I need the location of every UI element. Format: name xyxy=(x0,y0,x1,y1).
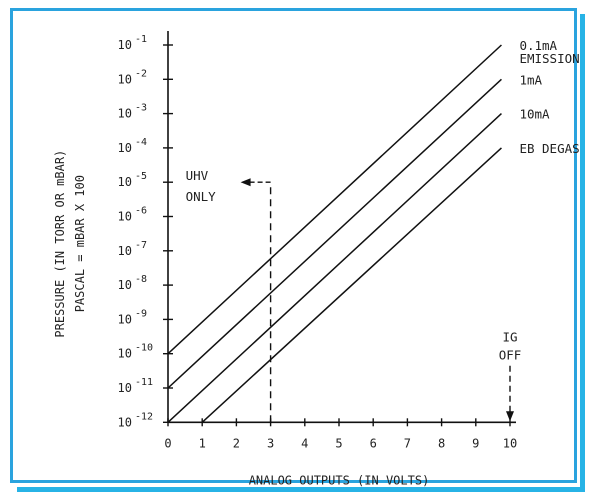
x-tick-label: 9 xyxy=(472,436,479,450)
series-label-0: 0.1mA xyxy=(519,38,557,53)
y-tick-label-exponent: -10 xyxy=(135,343,153,354)
y-tick-label-base: 10 xyxy=(118,347,132,361)
y-tick-label-base: 10 xyxy=(118,312,132,326)
y-tick-label-exponent: -11 xyxy=(135,377,153,388)
series-line-1 xyxy=(167,78,502,389)
y-tick-label-exponent: -9 xyxy=(135,308,147,319)
y-tick-label-base: 10 xyxy=(118,107,132,121)
y-tick-label-base: 10 xyxy=(118,141,132,155)
y-tick-label-base: 10 xyxy=(118,38,132,52)
y-tick-label-exponent: -1 xyxy=(135,34,147,45)
x-tick-label: 8 xyxy=(438,436,445,450)
frame-shadow-bottom xyxy=(17,487,583,492)
x-tick-label: 10 xyxy=(503,436,517,450)
frame-shadow-right xyxy=(580,14,585,492)
ig-off-arrow-head xyxy=(506,411,514,422)
series-line-0 xyxy=(167,44,502,355)
ig-off-label: OFF xyxy=(499,348,522,363)
series-label-2: 10mA xyxy=(519,107,550,122)
y-axis-title: PRESSURE (IN TORR OR mBAR) xyxy=(53,150,67,338)
x-tick-label: 6 xyxy=(370,436,377,450)
y-tick-label-exponent: -6 xyxy=(135,206,147,217)
x-axis-title: ANALOG OUTPUTS (IN VOLTS) xyxy=(249,473,430,487)
y-tick-label-base: 10 xyxy=(118,175,132,189)
y-tick-label-exponent: -3 xyxy=(135,103,147,114)
uhv-arrow-head xyxy=(240,178,251,187)
y-tick-label-exponent: -7 xyxy=(135,240,147,251)
y-tick-label-exponent: -8 xyxy=(135,274,147,285)
y-tick-label-base: 10 xyxy=(118,381,132,395)
y-tick-label-exponent: -5 xyxy=(135,171,147,182)
ig-off-label: IG xyxy=(502,330,517,345)
series-line-3 xyxy=(201,147,502,423)
chart-frame xyxy=(10,8,577,483)
uhv-label: UHV xyxy=(186,168,209,183)
y-tick-label-base: 10 xyxy=(118,72,132,86)
x-tick-label: 0 xyxy=(164,436,171,450)
y-tick-label-base: 10 xyxy=(118,244,132,258)
series-label-0: EMISSION xyxy=(519,51,579,66)
y-tick-label-exponent: -2 xyxy=(135,68,147,79)
x-tick-label: 5 xyxy=(335,436,342,450)
y-tick-label-base: 10 xyxy=(118,210,132,224)
series-label-3: EB DEGAS xyxy=(519,141,579,156)
series-label-1: 1mA xyxy=(519,72,542,87)
y-tick-label-base: 10 xyxy=(118,415,132,429)
series-line-2 xyxy=(167,113,502,423)
x-tick-label: 1 xyxy=(199,436,206,450)
uhv-label: ONLY xyxy=(186,189,217,204)
y-tick-label-exponent: -4 xyxy=(135,137,147,148)
y-axis-subtitle: PASCAL = mBAR X 100 xyxy=(73,175,87,312)
x-tick-label: 7 xyxy=(404,436,411,450)
y-tick-label-exponent: -12 xyxy=(135,411,153,422)
x-tick-label: 2 xyxy=(233,436,240,450)
x-tick-label: 4 xyxy=(301,436,308,450)
x-tick-label: 3 xyxy=(267,436,274,450)
y-tick-label-base: 10 xyxy=(118,278,132,292)
